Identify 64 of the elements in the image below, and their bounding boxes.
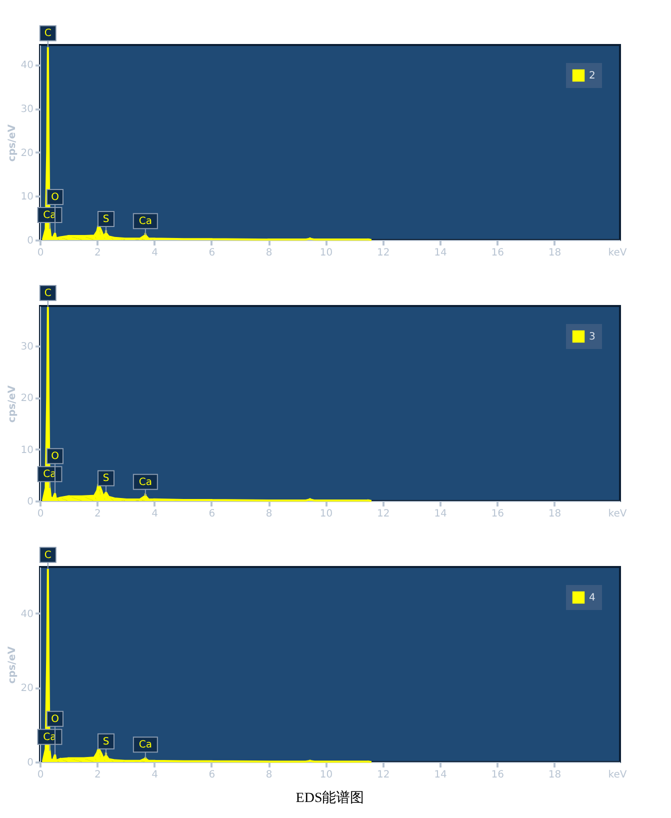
- y-tick-label: 40: [20, 608, 34, 620]
- y-tick-label: 20: [20, 683, 34, 694]
- x-axis-title: keV: [608, 770, 627, 780]
- annotation: C: [44, 550, 52, 561]
- x-tick-label: 0: [37, 770, 44, 780]
- x-axis-title: keV: [608, 508, 627, 520]
- x-tick-label: 2: [94, 770, 101, 780]
- y-axis-title: cps/eV: [6, 646, 18, 684]
- annotation: S: [102, 214, 110, 225]
- annotation: C: [44, 28, 52, 40]
- y-tick-label: 0: [27, 758, 34, 768]
- x-tick-label: 16: [491, 770, 504, 780]
- annotation: Ca: [138, 740, 152, 751]
- y-tick-label: 20: [20, 393, 34, 404]
- x-tick-label: 16: [491, 248, 504, 258]
- legend-label: 2: [589, 70, 596, 82]
- x-tick-label: 0: [37, 248, 44, 258]
- x-tick-label: 0: [37, 508, 44, 520]
- y-axis-title: cps/eV: [6, 385, 18, 423]
- x-tick-label: 6: [208, 248, 216, 258]
- x-tick-label: 14: [434, 770, 447, 780]
- x-tick-label: 14: [434, 508, 447, 520]
- x-tick-label: 10: [320, 248, 333, 258]
- text: EDS能谱图: [296, 790, 364, 806]
- annotation: Ca: [138, 216, 152, 228]
- x-tick-label: 4: [152, 508, 158, 520]
- x-tick-label: 4: [152, 770, 158, 780]
- x-tick-label: 8: [266, 508, 272, 520]
- annotation: Ca: [138, 476, 152, 488]
- annotation: S: [102, 736, 110, 748]
- annotation: S: [102, 473, 110, 484]
- x-tick-label: 8: [266, 248, 272, 258]
- x-tick-label: 12: [376, 248, 390, 258]
- x-tick-label: 18: [548, 248, 562, 258]
- x-tick-label: 14: [434, 248, 447, 258]
- x-tick-label: 10: [320, 770, 333, 780]
- x-tick-label: 4: [152, 248, 158, 258]
- x-tick-label: 12: [376, 770, 390, 780]
- annotation: O: [51, 451, 60, 462]
- legend-label: 3: [589, 332, 596, 342]
- x-tick-label: 16: [491, 508, 504, 520]
- y-tick-label: 0: [27, 496, 34, 508]
- annotation: O: [51, 714, 60, 725]
- y-tick-label: 30: [20, 341, 34, 352]
- legend-label: 4: [589, 592, 596, 604]
- x-tick-label: 18: [548, 770, 562, 780]
- y-tick-label: 30: [20, 104, 34, 116]
- x-tick-label: 6: [208, 770, 216, 780]
- annotation: C: [44, 288, 52, 300]
- x-tick-label: 6: [208, 508, 216, 520]
- annotation: O: [51, 192, 60, 204]
- x-tick-label: 2: [94, 508, 101, 520]
- y-tick-label: 10: [20, 444, 34, 456]
- y-axis-title: cps/eV: [6, 124, 18, 162]
- x-tick-label: 2: [94, 248, 101, 258]
- x-tick-label: 10: [320, 508, 333, 520]
- x-tick-label: 8: [266, 770, 272, 780]
- x-axis-title: keV: [608, 248, 627, 258]
- y-tick-label: 10: [20, 192, 34, 203]
- y-tick-label: 0: [27, 236, 34, 246]
- y-tick-label: 20: [20, 148, 34, 159]
- x-tick-label: 18: [548, 508, 562, 520]
- y-tick-label: 40: [20, 60, 34, 72]
- x-tick-label: 12: [376, 508, 390, 520]
